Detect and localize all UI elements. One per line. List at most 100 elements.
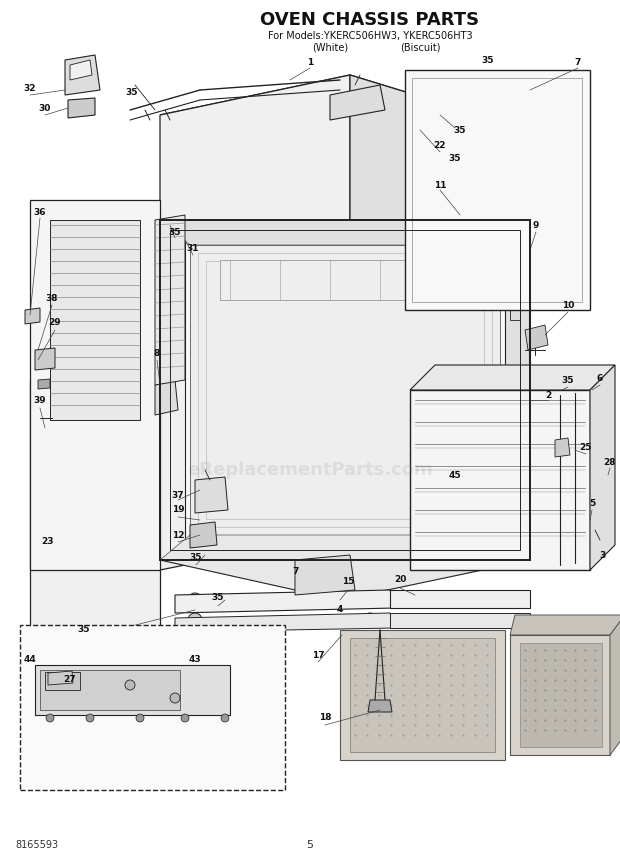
Text: 22: 22	[434, 140, 446, 150]
Text: 27: 27	[64, 675, 76, 685]
Text: 30: 30	[39, 104, 51, 112]
Polygon shape	[368, 700, 392, 712]
Circle shape	[188, 613, 202, 627]
Circle shape	[594, 502, 606, 514]
Polygon shape	[295, 555, 355, 595]
Text: 3: 3	[599, 550, 605, 560]
Text: 15: 15	[342, 578, 354, 586]
Polygon shape	[35, 665, 230, 715]
Text: 32: 32	[24, 84, 36, 92]
Polygon shape	[390, 590, 530, 608]
Circle shape	[86, 714, 94, 722]
Text: 19: 19	[172, 506, 184, 514]
Polygon shape	[410, 390, 590, 570]
Circle shape	[368, 698, 392, 722]
Polygon shape	[190, 522, 217, 548]
Circle shape	[188, 593, 202, 607]
Text: 35: 35	[454, 126, 466, 134]
Polygon shape	[70, 60, 92, 80]
Text: 17: 17	[312, 651, 324, 659]
Polygon shape	[25, 308, 40, 324]
Polygon shape	[350, 75, 530, 395]
Text: 7: 7	[293, 568, 299, 576]
Polygon shape	[160, 220, 530, 245]
Text: 44: 44	[24, 656, 37, 664]
Text: 23: 23	[42, 538, 55, 546]
Polygon shape	[195, 477, 228, 513]
Text: 5: 5	[306, 840, 314, 850]
Text: 11: 11	[434, 181, 446, 189]
Circle shape	[221, 714, 229, 722]
Polygon shape	[220, 260, 480, 300]
Polygon shape	[555, 438, 570, 457]
Polygon shape	[50, 220, 140, 420]
Text: 2: 2	[545, 390, 551, 400]
Text: 5: 5	[589, 498, 595, 508]
Polygon shape	[160, 75, 530, 170]
Circle shape	[181, 714, 189, 722]
Text: eReplacementParts.com: eReplacementParts.com	[187, 461, 433, 479]
Polygon shape	[405, 70, 590, 310]
Text: 6: 6	[597, 373, 603, 383]
Polygon shape	[40, 670, 180, 710]
Text: 35: 35	[190, 554, 202, 562]
Text: 4: 4	[337, 605, 343, 615]
Text: 38: 38	[46, 294, 58, 302]
Text: 35: 35	[449, 153, 461, 163]
Polygon shape	[68, 98, 95, 118]
Circle shape	[38, 423, 52, 437]
Text: 37: 37	[172, 490, 184, 500]
Circle shape	[136, 714, 144, 722]
Polygon shape	[160, 360, 210, 570]
Polygon shape	[510, 635, 610, 755]
Polygon shape	[175, 590, 395, 613]
Polygon shape	[340, 630, 505, 760]
Text: 31: 31	[187, 243, 199, 253]
Polygon shape	[190, 245, 500, 535]
Text: 10: 10	[562, 300, 574, 310]
Text: 35: 35	[212, 593, 224, 603]
Polygon shape	[525, 325, 548, 350]
Polygon shape	[160, 75, 350, 370]
Polygon shape	[410, 365, 615, 390]
Text: 25: 25	[580, 443, 592, 451]
Text: 43: 43	[188, 656, 202, 664]
Text: (White): (White)	[312, 42, 348, 52]
Circle shape	[170, 693, 180, 703]
Polygon shape	[45, 672, 80, 690]
Text: 35: 35	[126, 87, 138, 97]
Polygon shape	[185, 240, 505, 540]
Polygon shape	[510, 295, 520, 320]
Polygon shape	[520, 643, 602, 747]
Text: 36: 36	[33, 207, 46, 217]
Text: 35: 35	[562, 376, 574, 384]
Circle shape	[530, 332, 542, 344]
Text: (Biscuit): (Biscuit)	[400, 42, 440, 52]
Text: 45: 45	[449, 471, 461, 479]
Text: 35: 35	[169, 228, 181, 236]
Circle shape	[363, 593, 377, 607]
Text: 20: 20	[394, 575, 406, 585]
Polygon shape	[390, 613, 530, 628]
Text: OVEN CHASSIS PARTS: OVEN CHASSIS PARTS	[260, 11, 479, 29]
Polygon shape	[175, 613, 395, 632]
Polygon shape	[490, 235, 535, 265]
FancyBboxPatch shape	[20, 625, 285, 790]
Polygon shape	[155, 380, 178, 415]
Text: 29: 29	[49, 318, 61, 326]
Circle shape	[557, 442, 567, 452]
Polygon shape	[65, 55, 100, 95]
Text: 35: 35	[78, 626, 91, 634]
Circle shape	[46, 714, 54, 722]
Text: 18: 18	[319, 714, 331, 722]
Polygon shape	[155, 215, 185, 385]
Polygon shape	[30, 200, 160, 570]
Text: 7: 7	[575, 57, 581, 67]
Text: 1: 1	[307, 57, 313, 67]
Polygon shape	[160, 520, 530, 600]
Circle shape	[125, 680, 135, 690]
Polygon shape	[30, 380, 160, 780]
Text: 8165593: 8165593	[15, 840, 58, 850]
Text: 9: 9	[533, 221, 539, 229]
Polygon shape	[35, 348, 55, 370]
